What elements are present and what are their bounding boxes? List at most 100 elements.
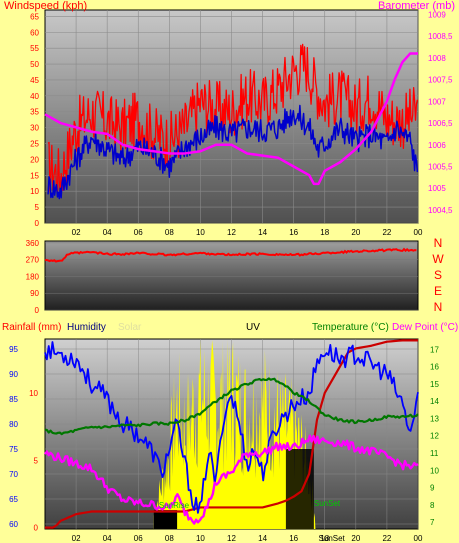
series-line-wind-direction [44, 247, 417, 263]
right-tick-label: 1007 [428, 97, 446, 106]
humidity-tick-label: 70 [9, 470, 18, 479]
left-axis-title: Windspeed (kph) [4, 0, 87, 12]
x-tick-label: 14 [258, 534, 267, 543]
series-line-barometer [44, 52, 418, 186]
legend-item: Humidity [67, 322, 106, 333]
direction-tick-label: 90 [30, 289, 39, 298]
x-tick-label: 02 [72, 228, 81, 237]
left-tick-label: 10 [30, 187, 39, 196]
x-tick-label: 00 [414, 534, 423, 543]
right-tick-label: 1005 [428, 184, 446, 193]
humidity-tick-label: 95 [9, 345, 18, 354]
direction-tick-label: 180 [26, 272, 40, 281]
x-tick-label: 12 [227, 534, 236, 543]
series-line-temperature [44, 377, 419, 436]
legend-item: UV [246, 322, 260, 333]
legend-item: Solar [118, 322, 142, 333]
left-tick-label: 25 [30, 140, 39, 149]
right-tick-label: 1008 [428, 54, 446, 63]
right-tick-label: 1006 [428, 141, 446, 150]
humidity-tick-label: 90 [9, 370, 18, 379]
annotation-sunrise: SunRise [159, 501, 190, 510]
left-tick-label: 5 [35, 203, 40, 212]
temp-tick-label: 13 [430, 414, 439, 423]
direction-tick-label: 360 [26, 239, 40, 248]
solar-area [153, 339, 316, 529]
rain-tick-label: 10 [29, 389, 38, 398]
compass-label: N [434, 300, 443, 314]
legend-item: Temperature (°C) [312, 322, 389, 333]
x-tick-label: 06 [134, 534, 143, 543]
x-tick-label: 16 [289, 228, 298, 237]
uv-area-morning [153, 510, 178, 529]
rain-tick-label: 5 [34, 456, 39, 465]
temp-tick-label: 12 [430, 432, 439, 441]
series-line-humidity [44, 341, 419, 514]
right-tick-label: 1005,5 [428, 162, 453, 171]
left-tick-label: 55 [30, 44, 39, 53]
x-tick-label: 16 [289, 534, 298, 543]
series-line-dewpoint [44, 434, 419, 525]
x-tick-label: 22 [382, 228, 391, 237]
left-tick-label: 35 [30, 108, 39, 117]
right-tick-label: 1006,5 [428, 119, 453, 128]
humidity-tick-label: 85 [9, 395, 18, 404]
compass-label: W [432, 252, 444, 266]
humidity-tick-label: 60 [9, 520, 18, 529]
x-tick-label: 22 [382, 534, 391, 543]
x-tick-label: 08 [165, 228, 174, 237]
temp-tick-label: 7 [430, 518, 435, 527]
x-tick-label: 04 [103, 534, 112, 543]
temp-tick-label: 14 [430, 397, 439, 406]
direction-tick-label: 0 [35, 306, 40, 315]
rain-tick-label: 0 [34, 524, 39, 533]
x-tick-label: 18 [320, 534, 329, 543]
temp-tick-label: 10 [430, 466, 439, 475]
left-tick-label: 0 [35, 219, 40, 228]
x-tick-label: 10 [196, 228, 205, 237]
temp-tick-label: 17 [430, 345, 439, 354]
left-tick-label: 30 [30, 124, 39, 133]
x-tick-label: 06 [134, 228, 143, 237]
direction-tick-label: 270 [26, 256, 40, 265]
humidity-tick-label: 80 [9, 420, 18, 429]
right-tick-label: 1009 [428, 10, 446, 19]
sunset-x-label: SunSet [319, 534, 346, 543]
temp-tick-label: 16 [430, 363, 439, 372]
legend-item: Dew Point (°C) [392, 322, 458, 333]
left-tick-label: 45 [30, 76, 39, 85]
left-tick-label: 15 [30, 171, 39, 180]
legend-item: Rainfall (mm) [2, 322, 61, 333]
x-tick-label: 10 [196, 534, 205, 543]
series-line-rainfall [45, 339, 418, 529]
left-tick-label: 20 [30, 155, 39, 164]
temp-tick-label: 9 [430, 484, 435, 493]
x-tick-label: 18 [320, 228, 329, 237]
humidity-tick-label: 75 [9, 445, 18, 454]
humidity-tick-label: 65 [9, 495, 18, 504]
x-tick-label: 08 [165, 534, 174, 543]
annotation-sunset: SunSet [314, 499, 341, 508]
series-line-windspeed [47, 43, 419, 196]
x-tick-label: 20 [351, 228, 360, 237]
series-line-gust [47, 104, 419, 200]
compass-label: N [434, 236, 443, 250]
compass-label: E [434, 284, 442, 298]
right-tick-label: 1008,5 [428, 32, 453, 41]
right-tick-label: 1004,5 [428, 206, 453, 215]
x-tick-label: 20 [351, 534, 360, 543]
compass-label: S [434, 268, 442, 282]
left-tick-label: 40 [30, 92, 39, 101]
x-tick-label: 02 [72, 534, 81, 543]
right-tick-label: 1007,5 [428, 76, 453, 85]
temp-tick-label: 15 [430, 380, 439, 389]
left-tick-label: 60 [30, 28, 39, 37]
right-axis-title: Barometer (mb) [378, 0, 455, 12]
temp-tick-label: 11 [430, 449, 439, 458]
x-tick-label: 00 [414, 228, 423, 237]
uv-area-evening [285, 449, 314, 529]
temp-tick-label: 8 [430, 501, 435, 510]
x-tick-label: 14 [258, 228, 267, 237]
x-tick-label: 12 [227, 228, 236, 237]
